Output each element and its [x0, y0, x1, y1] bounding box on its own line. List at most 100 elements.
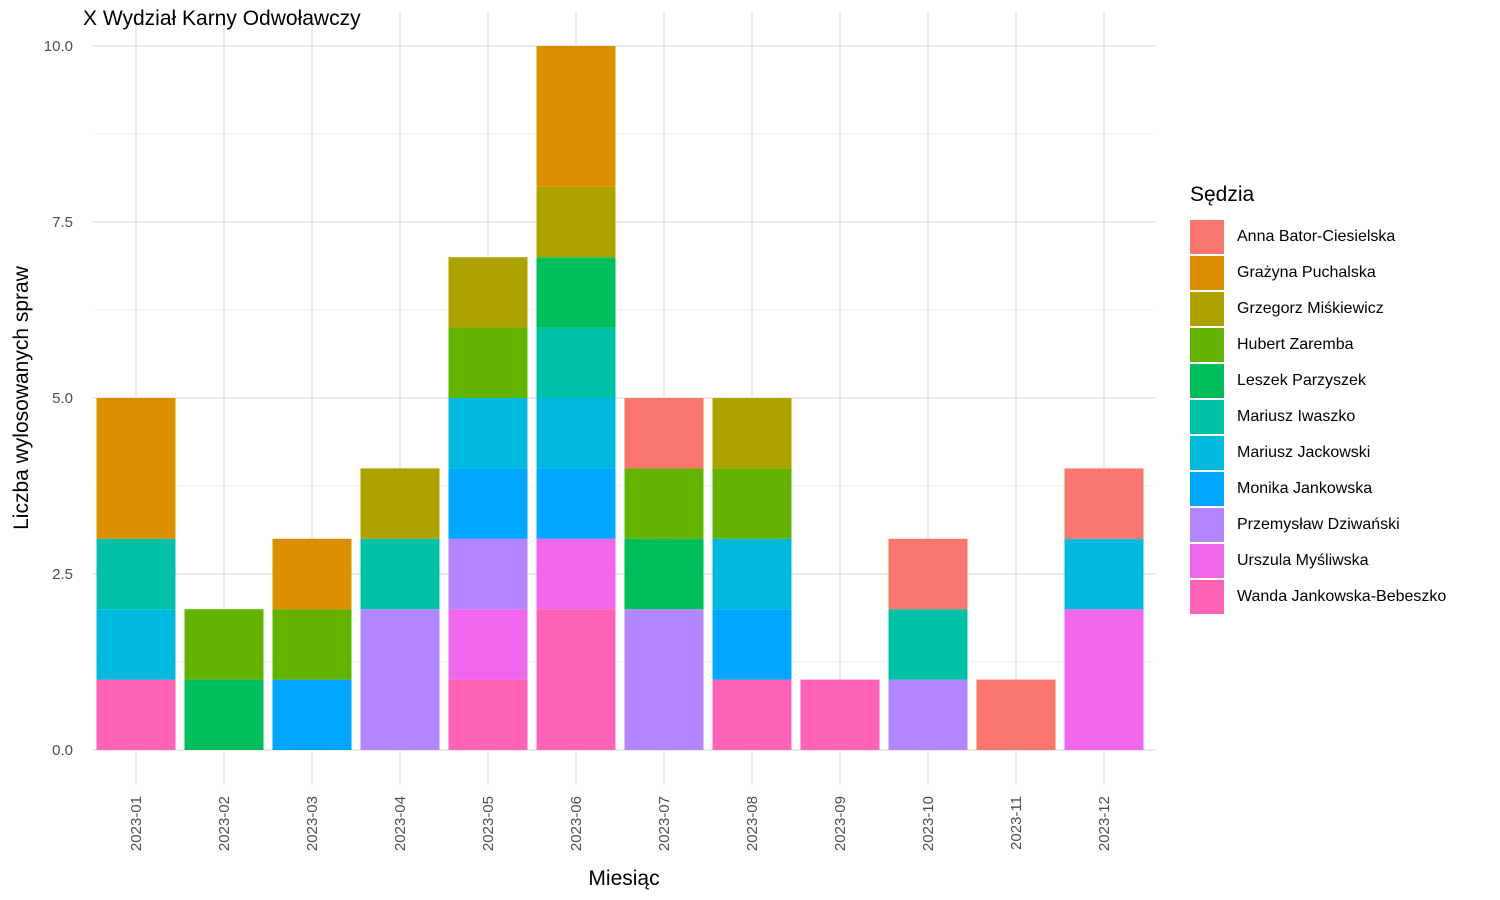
bar-segment — [888, 538, 968, 610]
x-tick-label: 2023-03 — [304, 796, 321, 851]
bar-segment — [712, 468, 792, 539]
bar-segment — [712, 398, 792, 469]
bar-segment — [536, 468, 616, 539]
legend-item: Urszula Myśliwska — [1190, 543, 1446, 579]
bar-segment — [976, 679, 1056, 750]
legend-swatch — [1190, 544, 1224, 578]
y-tick-label: 5.0 — [52, 390, 73, 407]
bar-segment — [360, 609, 440, 750]
bar-segment — [800, 679, 880, 750]
bar-segment — [888, 609, 968, 680]
x-tick-label: 2023-09 — [832, 796, 849, 851]
bar-segment — [712, 538, 792, 610]
bar-segment — [888, 679, 968, 750]
legend-label: Mariusz Iwaszko — [1237, 408, 1356, 425]
legend-swatch — [1190, 580, 1224, 614]
x-tick-label: 2023-10 — [920, 796, 937, 851]
x-tick-label: 2023-12 — [1096, 796, 1113, 851]
y-tick-label: 10.0 — [44, 38, 73, 55]
bar-segment — [624, 468, 704, 539]
bar-segment — [184, 679, 264, 750]
bar-segment — [272, 609, 352, 680]
legend-swatch — [1190, 508, 1224, 542]
legend-item: Anna Bator-Ciesielska — [1190, 219, 1446, 255]
bar-segment — [448, 257, 528, 328]
legend-swatch — [1190, 364, 1224, 398]
bar-segment — [536, 538, 616, 610]
bar-segment — [448, 398, 528, 469]
bar-segment — [448, 327, 528, 398]
legend-swatch — [1190, 256, 1224, 290]
bar-segment — [1064, 609, 1144, 750]
bar-segment — [272, 679, 352, 750]
bar-segment — [712, 609, 792, 680]
x-tick-label: 2023-07 — [656, 796, 673, 851]
x-axis-label: Miesiąc — [588, 867, 659, 890]
y-tick-label: 0.0 — [52, 742, 73, 759]
legend-item: Leszek Parzyszek — [1190, 363, 1446, 399]
bar-segment — [1064, 538, 1144, 610]
legend-swatch — [1190, 328, 1224, 362]
x-tick-label: 2023-02 — [216, 796, 233, 851]
bar-segment — [536, 327, 616, 398]
bar-segment — [1064, 468, 1144, 539]
bar-segment — [536, 46, 616, 187]
legend-label: Monika Jankowska — [1237, 480, 1373, 497]
legend-swatch — [1190, 220, 1224, 254]
legend-item: Przemysław Dziwański — [1190, 507, 1446, 543]
legend-label: Wanda Jankowska-Bebeszko — [1237, 588, 1447, 605]
bar-segment — [536, 609, 616, 750]
bar-segment — [360, 538, 440, 610]
legend-label: Mariusz Jackowski — [1237, 444, 1371, 461]
bar-segment — [448, 609, 528, 680]
legend-label: Urszula Myśliwska — [1237, 552, 1369, 569]
legend-item: Hubert Zaremba — [1190, 327, 1446, 363]
y-tick-label: 7.5 — [52, 214, 73, 231]
x-tick-label: 2023-05 — [480, 796, 497, 851]
legend-item: Mariusz Jackowski — [1190, 435, 1446, 471]
legend: Sędzia Anna Bator-Ciesielska Grażyna Puch… — [1190, 183, 1446, 615]
legend-item: Grzegorz Miśkiewicz — [1190, 291, 1446, 327]
legend-swatch — [1190, 292, 1224, 326]
legend-swatch — [1190, 400, 1224, 434]
legend-label: Przemysław Dziwański — [1237, 516, 1400, 533]
bar-segment — [712, 679, 792, 750]
x-tick-label: 2023-01 — [128, 796, 145, 851]
legend-item: Mariusz Iwaszko — [1190, 399, 1446, 435]
y-tick-label: 2.5 — [52, 566, 73, 583]
bar-segment — [624, 398, 704, 469]
bar-segment — [96, 538, 176, 610]
legend-items: Anna Bator-Ciesielska Grażyna Puchalska Gr… — [1190, 219, 1446, 615]
bar-segment — [448, 538, 528, 610]
bar-segment — [96, 398, 176, 539]
legend-item: Grażyna Puchalska — [1190, 255, 1446, 291]
bar-segment — [184, 609, 264, 680]
legend-label: Grażyna Puchalska — [1237, 264, 1376, 281]
bar-segment — [96, 679, 176, 750]
bar-segment — [448, 468, 528, 539]
legend-label: Anna Bator-Ciesielska — [1237, 228, 1396, 245]
chart-title: X Wydział Karny Odwoławczy — [83, 7, 361, 30]
bar-segment — [96, 609, 176, 680]
legend-title: Sędzia — [1190, 183, 1255, 206]
bar-segment — [536, 257, 616, 328]
bar-segment — [448, 679, 528, 750]
bar-segment — [536, 186, 616, 258]
y-axis-label: Liczba wylosowanych spraw — [10, 265, 33, 530]
bar-segment — [536, 398, 616, 469]
legend-label: Grzegorz Miśkiewicz — [1237, 300, 1384, 317]
bar-segment — [624, 538, 704, 610]
legend-swatch — [1190, 472, 1224, 506]
legend-label: Leszek Parzyszek — [1237, 372, 1366, 389]
legend-label: Hubert Zaremba — [1237, 336, 1354, 353]
bar-segment — [272, 538, 352, 610]
legend-swatch — [1190, 436, 1224, 470]
x-tick-label: 2023-04 — [392, 796, 409, 851]
x-tick-label: 2023-08 — [744, 796, 761, 851]
bar-segment — [624, 609, 704, 750]
legend-item: Monika Jankowska — [1190, 471, 1446, 507]
legend-item: Wanda Jankowska-Bebeszko — [1190, 579, 1446, 615]
x-tick-label: 2023-11 — [1008, 796, 1025, 850]
bar-segment — [360, 468, 440, 539]
